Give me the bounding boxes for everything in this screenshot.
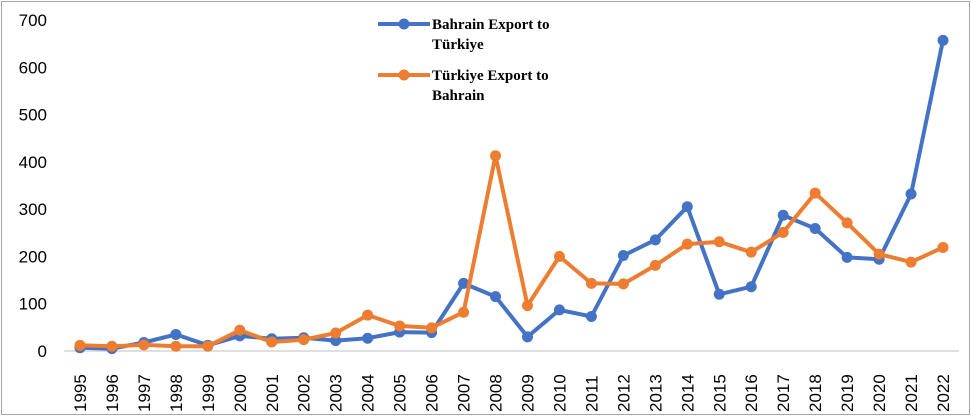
x-tick-label: 2018 bbox=[806, 374, 825, 412]
legend-swatch-marker bbox=[398, 18, 410, 30]
data-point bbox=[937, 241, 949, 253]
x-tick-label: 2014 bbox=[678, 374, 697, 412]
data-point bbox=[458, 277, 470, 289]
y-tick-label: 700 bbox=[19, 11, 47, 30]
x-tick-label: 2010 bbox=[550, 374, 569, 412]
data-point bbox=[649, 259, 661, 271]
series-layer bbox=[74, 34, 949, 355]
y-tick-label: 0 bbox=[38, 342, 47, 361]
legend: Bahrain Export to Türkiye Türkiye Export t… bbox=[378, 17, 550, 104]
x-tick-label: 2008 bbox=[487, 374, 506, 412]
x-tick-label: 2005 bbox=[391, 374, 410, 412]
x-tick-label: 2011 bbox=[582, 375, 601, 412]
data-point bbox=[905, 188, 917, 200]
data-point bbox=[553, 250, 565, 262]
x-tick-label: 2022 bbox=[934, 374, 953, 412]
data-point bbox=[490, 150, 502, 162]
data-point bbox=[745, 246, 757, 258]
x-tick-label: 1999 bbox=[199, 374, 218, 412]
series-2 bbox=[74, 150, 949, 352]
data-point bbox=[809, 187, 821, 199]
x-tick-label: 2003 bbox=[327, 374, 346, 412]
x-tick-label: 2017 bbox=[774, 374, 793, 412]
y-axis: 0 100 200 300 400 500 600 700 bbox=[19, 11, 47, 361]
data-point bbox=[170, 340, 182, 352]
data-point bbox=[585, 310, 597, 322]
x-axis: 1995 1996 1997 1998 1999 2000 2001 2002 2003 2004… bbox=[64, 350, 959, 412]
data-point bbox=[458, 306, 470, 318]
data-point bbox=[330, 327, 342, 339]
data-point bbox=[170, 328, 182, 340]
data-point bbox=[841, 251, 853, 263]
data-point bbox=[649, 234, 661, 246]
data-point bbox=[777, 209, 789, 221]
x-tick-label: 2021 bbox=[902, 374, 921, 412]
x-tick-label: 2016 bbox=[742, 374, 761, 412]
data-point bbox=[426, 322, 438, 334]
data-point bbox=[809, 223, 821, 235]
legend-label: Bahrain bbox=[432, 88, 485, 104]
y-tick-label: 100 bbox=[19, 295, 47, 314]
x-tick-label: 1998 bbox=[167, 374, 186, 412]
data-point bbox=[362, 332, 374, 344]
x-tick-label: 2009 bbox=[518, 374, 537, 412]
data-point bbox=[713, 288, 725, 300]
data-point bbox=[521, 331, 533, 343]
data-point bbox=[74, 339, 86, 351]
x-tick-label: 2012 bbox=[614, 374, 633, 412]
legend-label: Türkiye Export to bbox=[432, 68, 549, 84]
x-tick-label: 2004 bbox=[359, 374, 378, 412]
data-point bbox=[394, 320, 406, 332]
data-point bbox=[841, 217, 853, 229]
y-tick-label: 500 bbox=[19, 106, 47, 125]
x-tick-label: 2020 bbox=[870, 374, 889, 412]
data-point bbox=[617, 278, 629, 290]
data-point bbox=[681, 201, 693, 213]
data-point bbox=[202, 340, 214, 352]
x-tick-label: 1996 bbox=[103, 374, 122, 412]
data-point bbox=[873, 248, 885, 260]
x-tick-label: 2002 bbox=[295, 374, 314, 412]
series-line bbox=[78, 153, 945, 349]
data-point bbox=[713, 236, 725, 248]
x-tick-label: 2001 bbox=[263, 374, 282, 412]
x-tick-label: 2006 bbox=[423, 374, 442, 412]
legend-entry-2: Türkiye Export to Bahrain bbox=[378, 68, 549, 104]
y-tick-label: 300 bbox=[19, 200, 47, 219]
y-tick-label: 600 bbox=[19, 58, 47, 77]
data-point bbox=[937, 34, 949, 46]
data-point bbox=[905, 256, 917, 268]
legend-label: Türkiye bbox=[432, 37, 484, 53]
y-tick-label: 200 bbox=[19, 247, 47, 266]
data-point bbox=[553, 304, 565, 316]
data-point bbox=[266, 336, 278, 348]
x-tick-label: 2015 bbox=[710, 374, 729, 412]
series-line bbox=[78, 38, 945, 351]
legend-swatch-marker bbox=[398, 69, 410, 81]
data-point bbox=[298, 334, 310, 346]
data-point bbox=[681, 238, 693, 250]
legend-entry-1: Bahrain Export to Türkiye bbox=[378, 17, 550, 53]
x-tick-label: 2019 bbox=[838, 374, 857, 412]
data-point bbox=[617, 249, 629, 261]
data-point bbox=[234, 324, 246, 336]
data-point bbox=[490, 291, 502, 303]
x-tick-label: 1995 bbox=[71, 374, 90, 412]
x-tick-label: 2007 bbox=[455, 374, 474, 412]
x-tick-label: 2000 bbox=[231, 374, 250, 412]
x-tick-label: 2013 bbox=[646, 374, 665, 412]
data-point bbox=[585, 277, 597, 289]
x-tick-label: 1997 bbox=[135, 374, 154, 412]
data-point bbox=[362, 309, 374, 321]
y-tick-label: 400 bbox=[19, 153, 47, 172]
data-point bbox=[745, 281, 757, 293]
legend-label: Bahrain Export to bbox=[432, 17, 550, 33]
data-point bbox=[777, 226, 789, 238]
data-point bbox=[138, 339, 150, 351]
data-point bbox=[330, 335, 342, 347]
data-point bbox=[521, 300, 533, 312]
data-point bbox=[106, 340, 118, 352]
